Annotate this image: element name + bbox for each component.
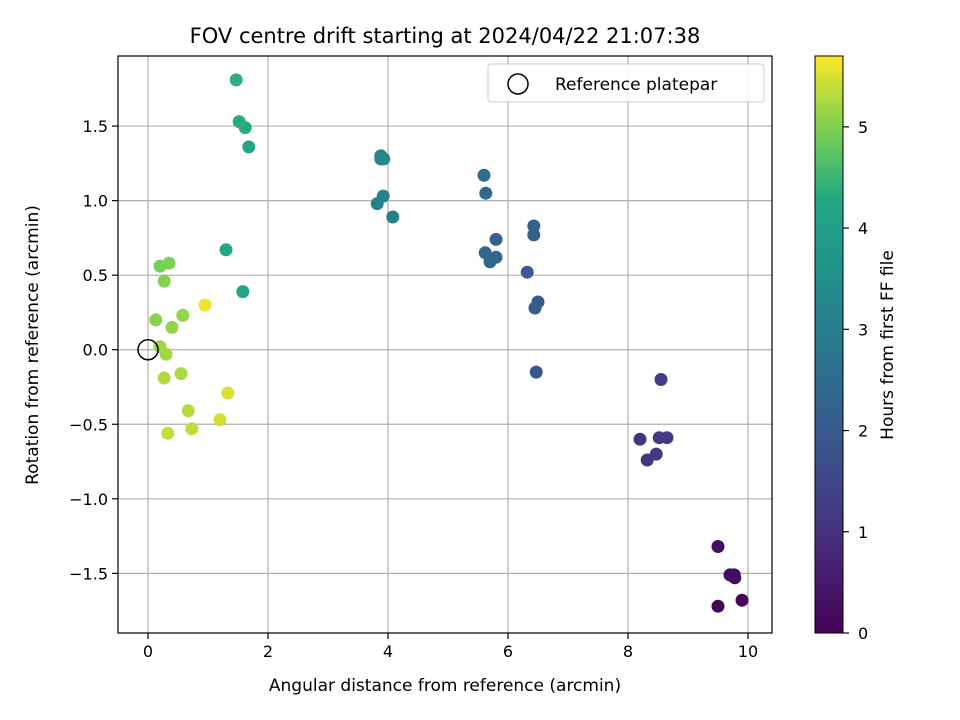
x-axis-ticks: 0 2 4 6 8 10 bbox=[143, 633, 758, 661]
colorbar-label: Hours from first FF file bbox=[878, 250, 898, 440]
data-point bbox=[174, 367, 188, 381]
y-tick-label: 0.5 bbox=[83, 266, 108, 285]
data-point bbox=[633, 432, 647, 446]
colorbar-tick-label: 0 bbox=[858, 624, 868, 643]
x-tick-label: 4 bbox=[383, 642, 393, 661]
data-point bbox=[157, 371, 171, 385]
data-point bbox=[478, 246, 492, 260]
x-tick-label: 6 bbox=[503, 642, 513, 661]
x-tick-label: 0 bbox=[143, 642, 153, 661]
data-point bbox=[527, 228, 541, 242]
y-axis-ticks: −1.5 −1.0 −0.5 0.0 0.5 1.0 1.5 bbox=[69, 117, 118, 583]
data-point bbox=[527, 219, 541, 233]
data-point bbox=[181, 404, 195, 418]
data-point bbox=[232, 115, 246, 129]
x-axis-label: Angular distance from reference (arcmin) bbox=[269, 676, 621, 696]
colorbar-tick-label: 1 bbox=[858, 523, 868, 542]
legend-marker bbox=[507, 73, 529, 95]
grid-lines bbox=[118, 56, 772, 633]
y-tick-label: −1.0 bbox=[69, 490, 108, 509]
data-point bbox=[185, 422, 199, 436]
colorbar-tick-label: 2 bbox=[858, 422, 868, 441]
data-point bbox=[649, 447, 663, 461]
data-point bbox=[528, 301, 542, 315]
data-point bbox=[654, 373, 668, 386]
data-point bbox=[374, 152, 388, 166]
colorbar-ticks: 0 1 2 3 4 5 bbox=[843, 118, 868, 643]
y-tick-label: 0.0 bbox=[83, 341, 108, 360]
colorbar: 0 1 2 3 4 5 Hours from first FF file bbox=[814, 55, 898, 643]
data-point bbox=[660, 431, 674, 445]
data-point bbox=[236, 285, 250, 299]
data-point bbox=[479, 186, 493, 200]
data-point bbox=[213, 413, 227, 427]
data-point bbox=[161, 426, 175, 440]
data-point bbox=[219, 243, 233, 257]
colorbar-frame bbox=[814, 55, 844, 634]
data-point bbox=[229, 73, 243, 87]
colorbar-gradient bbox=[815, 56, 843, 633]
data-point bbox=[376, 189, 390, 203]
colorbar-tick-label: 5 bbox=[858, 118, 868, 137]
y-tick-label: 1.0 bbox=[83, 192, 108, 211]
data-point bbox=[529, 365, 543, 379]
data-point bbox=[159, 347, 173, 361]
x-tick-label: 2 bbox=[263, 642, 273, 661]
colorbar-tick-label: 4 bbox=[858, 219, 868, 238]
data-point bbox=[386, 210, 400, 224]
data-point bbox=[477, 168, 491, 182]
data-point bbox=[711, 540, 725, 553]
data-points bbox=[149, 73, 749, 613]
x-tick-label: 8 bbox=[623, 642, 633, 661]
colorbar-tick-label: 3 bbox=[858, 320, 868, 339]
data-point bbox=[489, 232, 503, 246]
y-tick-label: 1.5 bbox=[83, 117, 108, 136]
legend-box bbox=[487, 63, 765, 103]
data-point bbox=[735, 593, 749, 607]
data-point bbox=[162, 256, 176, 270]
data-point bbox=[727, 568, 741, 582]
reference-marker bbox=[137, 338, 159, 361]
data-point bbox=[165, 320, 179, 334]
plot-frame bbox=[117, 55, 773, 634]
legend: Reference platepar bbox=[487, 63, 765, 103]
data-point bbox=[198, 298, 212, 312]
y-axis-label: Rotation from reference (arcmin) bbox=[23, 205, 43, 485]
y-tick-label: −0.5 bbox=[69, 415, 108, 434]
data-point bbox=[711, 599, 725, 613]
data-point bbox=[176, 308, 190, 322]
data-point bbox=[242, 140, 256, 154]
data-point bbox=[520, 265, 534, 279]
x-tick-label: 10 bbox=[738, 642, 758, 661]
data-point bbox=[221, 386, 235, 400]
legend-label: Reference platepar bbox=[555, 75, 717, 95]
chart-title: FOV centre drift starting at 2024/04/22 … bbox=[190, 24, 701, 48]
data-point bbox=[149, 313, 163, 327]
y-tick-label: −1.5 bbox=[69, 564, 108, 583]
data-point bbox=[157, 274, 171, 288]
